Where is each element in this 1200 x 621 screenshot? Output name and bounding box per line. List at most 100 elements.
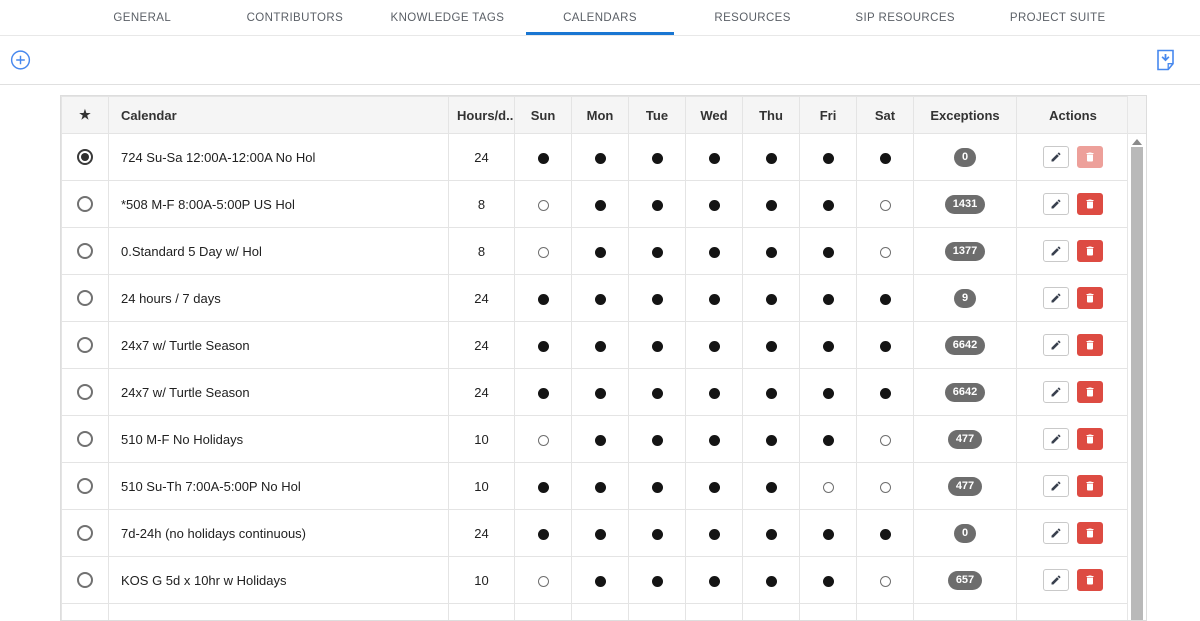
exceptions-badge: 0	[954, 523, 976, 543]
pencil-icon	[1050, 292, 1062, 304]
export-button[interactable]	[1155, 48, 1176, 73]
tab-resources[interactable]: RESOURCES	[714, 12, 791, 24]
pencil-icon	[1050, 527, 1062, 539]
edit-button[interactable]	[1042, 569, 1069, 591]
star-column-header: ★	[61, 96, 109, 134]
exceptions-badge: 0	[954, 147, 976, 167]
table-row-partial	[61, 603, 1130, 620]
delete-button[interactable]	[1077, 569, 1104, 591]
day-dot-wed	[708, 528, 720, 540]
edit-button[interactable]	[1042, 146, 1069, 168]
day-dot-mon	[594, 246, 606, 258]
trash-icon	[1084, 292, 1096, 304]
exceptions-badge: 1431	[945, 194, 985, 214]
trash-icon	[1084, 574, 1096, 586]
day-dot-sat	[879, 387, 891, 399]
row-select-radio[interactable]	[77, 525, 93, 541]
delete-button[interactable]	[1077, 146, 1104, 168]
day-dot-tue	[651, 434, 663, 446]
day-dot-mon	[594, 293, 606, 305]
day-column-header-thu: Thu	[742, 96, 800, 134]
row-select-radio[interactable]	[77, 290, 93, 306]
row-select-radio[interactable]	[77, 196, 93, 212]
day-dot-thu	[765, 575, 777, 587]
edit-button[interactable]	[1042, 287, 1069, 309]
row-select-radio[interactable]	[77, 478, 93, 494]
delete-button[interactable]	[1077, 522, 1104, 544]
day-dot-tue	[651, 246, 663, 258]
day-dot-mon	[594, 387, 606, 399]
file-download-icon	[1157, 49, 1174, 74]
row-select-radio[interactable]	[77, 431, 93, 447]
table-row: 24x7 w/ Turtle Season 24 6642	[61, 321, 1130, 369]
day-dot-wed	[708, 387, 720, 399]
day-dot-sat	[879, 481, 891, 493]
delete-button[interactable]	[1077, 193, 1104, 215]
day-dot-fri	[822, 246, 834, 258]
pencil-icon	[1050, 386, 1062, 398]
day-column-header-sat: Sat	[856, 96, 914, 134]
day-dot-sat	[879, 434, 891, 446]
calendar-name: 724 Su-Sa 12:00A-12:00A No Hol	[108, 133, 449, 181]
day-dot-thu	[765, 152, 777, 164]
row-select-radio[interactable]	[77, 149, 93, 165]
day-dot-sun	[537, 340, 549, 352]
table-row: 24 hours / 7 days 24 9	[61, 274, 1130, 322]
delete-button[interactable]	[1077, 428, 1104, 450]
day-dot-sun	[537, 387, 549, 399]
delete-button[interactable]	[1077, 475, 1104, 497]
edit-button[interactable]	[1042, 428, 1069, 450]
delete-button[interactable]	[1077, 240, 1104, 262]
hours-per-day: 10	[448, 415, 515, 463]
tab-contributors[interactable]: CONTRIBUTORS	[246, 12, 344, 24]
edit-button[interactable]	[1042, 240, 1069, 262]
pencil-icon	[1050, 339, 1062, 351]
day-dot-tue	[651, 575, 663, 587]
day-dot-mon	[594, 575, 606, 587]
edit-button[interactable]	[1042, 522, 1069, 544]
day-dot-thu	[765, 434, 777, 446]
scrollbar-header-cap	[1128, 96, 1146, 134]
edit-button[interactable]	[1042, 193, 1069, 215]
day-dot-tue	[651, 152, 663, 164]
trash-icon	[1084, 433, 1096, 445]
day-dot-tue	[651, 387, 663, 399]
exceptions-badge: 1377	[945, 241, 985, 261]
tab-project-suite[interactable]: PROJECT SUITE	[1009, 12, 1106, 24]
day-dot-mon	[594, 434, 606, 446]
tab-calendars[interactable]: CALENDARS	[524, 0, 677, 35]
calendar-name: 24 hours / 7 days	[108, 274, 449, 322]
day-dot-fri	[822, 575, 834, 587]
star-icon: ★	[79, 107, 91, 122]
day-column-header-wed: Wed	[685, 96, 743, 134]
hours-per-day: 24	[448, 509, 515, 557]
day-dot-fri	[822, 199, 834, 211]
edit-button[interactable]	[1042, 334, 1069, 356]
scroll-up-arrow-icon[interactable]	[1132, 139, 1142, 145]
row-select-radio[interactable]	[77, 572, 93, 588]
scrollbar-thumb[interactable]	[1131, 147, 1143, 620]
day-dot-fri	[822, 340, 834, 352]
add-calendar-button[interactable]	[8, 48, 33, 73]
hours-per-day: 24	[448, 321, 515, 369]
edit-button[interactable]	[1042, 381, 1069, 403]
tab-bar: GENERAL CONTRIBUTORS KNOWLEDGE TAGS CALENDA…	[0, 0, 1200, 36]
table-scrollbar[interactable]	[1127, 96, 1146, 620]
delete-button[interactable]	[1077, 334, 1104, 356]
delete-button[interactable]	[1077, 287, 1104, 309]
day-dot-tue	[651, 199, 663, 211]
day-dot-wed	[708, 434, 720, 446]
day-dot-thu	[765, 199, 777, 211]
tab-sip-resources[interactable]: SIP RESOURCES	[855, 12, 955, 24]
delete-button[interactable]	[1077, 381, 1104, 403]
row-select-radio[interactable]	[77, 243, 93, 259]
calendar-name: 510 M-F No Holidays	[108, 415, 449, 463]
edit-button[interactable]	[1042, 475, 1069, 497]
tab-general[interactable]: GENERAL	[113, 12, 172, 24]
tab-knowledge-tags[interactable]: KNOWLEDGE TAGS	[390, 12, 505, 24]
row-select-radio[interactable]	[77, 337, 93, 353]
day-dot-fri	[822, 152, 834, 164]
row-select-radio[interactable]	[77, 384, 93, 400]
exceptions-badge: 9	[954, 288, 976, 308]
day-dot-sun	[537, 481, 549, 493]
